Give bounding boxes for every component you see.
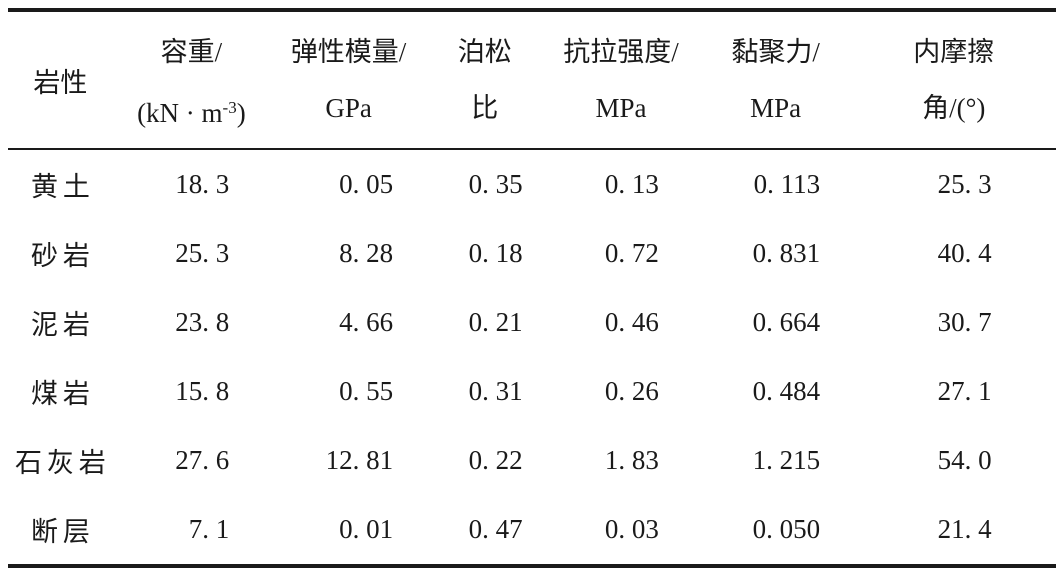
cell-tensile-strength: 1. 83: [604, 445, 659, 475]
column-header-unit-weight: 容重/ (kN · m-3): [113, 10, 270, 149]
table-row: 石灰岩 27. 6 12. 81 0. 22 1. 83 1. 215 54. …: [8, 426, 1056, 495]
row-label: 砂岩: [30, 241, 95, 271]
cell-poisson-ratio: 0. 22: [468, 445, 523, 475]
row-label: 煤岩: [30, 379, 95, 409]
cell-cohesion: 0. 664: [752, 307, 821, 337]
table-body: 黄土 18. 3 0. 05 0. 35 0. 13 0. 113 25. 3 …: [8, 149, 1056, 566]
column-header-unit: GPa: [325, 93, 372, 123]
table-row: 煤岩 15. 8 0. 55 0. 31 0. 26 0. 484 27. 1: [8, 357, 1056, 426]
cell-cohesion: 1. 215: [752, 445, 821, 475]
cell-friction-angle: 21. 4: [937, 514, 992, 544]
cell-elastic-modulus: 0. 05: [339, 169, 394, 199]
table-row: 黄土 18. 3 0. 05 0. 35 0. 13 0. 113 25. 3: [8, 149, 1056, 219]
column-header-unit: MPa: [595, 93, 647, 123]
cell-elastic-modulus: 8. 28: [339, 238, 394, 268]
column-header-lithology: 岩性: [8, 10, 113, 149]
cell-elastic-modulus: 12. 81: [325, 445, 394, 475]
table-row: 泥岩 23. 8 4. 66 0. 21 0. 46 0. 664 30. 7: [8, 288, 1056, 357]
table-row: 断层 7. 1 0. 01 0. 47 0. 03 0. 050 21. 4: [8, 495, 1056, 566]
cell-cohesion: 0. 484: [752, 376, 821, 406]
cell-friction-angle: 25. 3: [937, 169, 992, 199]
cell-tensile-strength: 0. 72: [604, 238, 659, 268]
column-header-label: 比: [471, 93, 499, 123]
column-header-elastic-modulus: 弹性模量/ GPa: [270, 10, 427, 149]
cell-unit-weight: 7. 1: [188, 514, 230, 544]
column-header-label: 容重/: [160, 37, 223, 67]
table-header: 岩性 容重/ (kN · m-3) 弹性模量/ GPa 泊松: [8, 10, 1056, 149]
row-label: 黄土: [30, 172, 95, 202]
row-label: 石灰岩: [15, 448, 111, 478]
superscript-exponent: -3: [222, 98, 237, 117]
cell-unit-weight: 25. 3: [175, 238, 230, 268]
cell-friction-angle: 40. 4: [937, 238, 992, 268]
column-header-unit: (kN · m-3): [137, 98, 246, 128]
cell-tensile-strength: 0. 03: [604, 514, 659, 544]
column-header-label: 抗拉强度/: [563, 37, 679, 67]
cell-elastic-modulus: 4. 66: [339, 307, 394, 337]
row-label: 断层: [30, 517, 95, 547]
column-header-label: 黏聚力/: [731, 37, 820, 67]
cell-poisson-ratio: 0. 18: [468, 238, 523, 268]
rock-properties-table: 岩性 容重/ (kN · m-3) 弹性模量/ GPa 泊松: [8, 8, 1056, 568]
cell-tensile-strength: 0. 13: [604, 169, 659, 199]
cell-poisson-ratio: 0. 47: [468, 514, 523, 544]
cell-unit-weight: 15. 8: [175, 376, 230, 406]
cell-elastic-modulus: 0. 55: [339, 376, 394, 406]
table-row: 砂岩 25. 3 8. 28 0. 18 0. 72 0. 831 40. 4: [8, 219, 1056, 288]
column-header-cohesion: 黏聚力/ MPa: [700, 10, 852, 149]
column-header-label: 岩性: [33, 67, 88, 98]
cell-friction-angle: 27. 1: [937, 376, 992, 406]
cell-tensile-strength: 0. 26: [604, 376, 659, 406]
column-header-poisson-ratio: 泊松 比: [427, 10, 542, 149]
cell-unit-weight: 27. 6: [175, 445, 230, 475]
row-label: 泥岩: [30, 310, 95, 340]
cell-friction-angle: 30. 7: [937, 307, 992, 337]
column-header-label: 泊松: [457, 37, 512, 67]
cell-friction-angle: 54. 0: [937, 445, 992, 475]
cell-cohesion: 0. 050: [752, 514, 821, 544]
column-header-tensile-strength: 抗拉强度/ MPa: [542, 10, 699, 149]
cell-elastic-modulus: 0. 01: [339, 514, 394, 544]
column-header-label: 弹性模量/: [290, 37, 407, 67]
cell-poisson-ratio: 0. 21: [468, 307, 523, 337]
cell-poisson-ratio: 0. 35: [468, 169, 523, 199]
cell-tensile-strength: 0. 46: [604, 307, 659, 337]
column-header-unit: MPa: [750, 93, 802, 123]
cell-unit-weight: 23. 8: [175, 307, 230, 337]
column-header-label: 内摩擦: [913, 37, 995, 67]
cell-poisson-ratio: 0. 31: [468, 376, 523, 406]
column-header-unit: 角/(°): [922, 93, 986, 123]
cell-cohesion: 0. 831: [752, 238, 821, 268]
cell-cohesion: 0. 113: [753, 169, 821, 199]
column-header-friction-angle: 内摩擦 角/(°): [852, 10, 1056, 149]
cell-unit-weight: 18. 3: [175, 169, 230, 199]
